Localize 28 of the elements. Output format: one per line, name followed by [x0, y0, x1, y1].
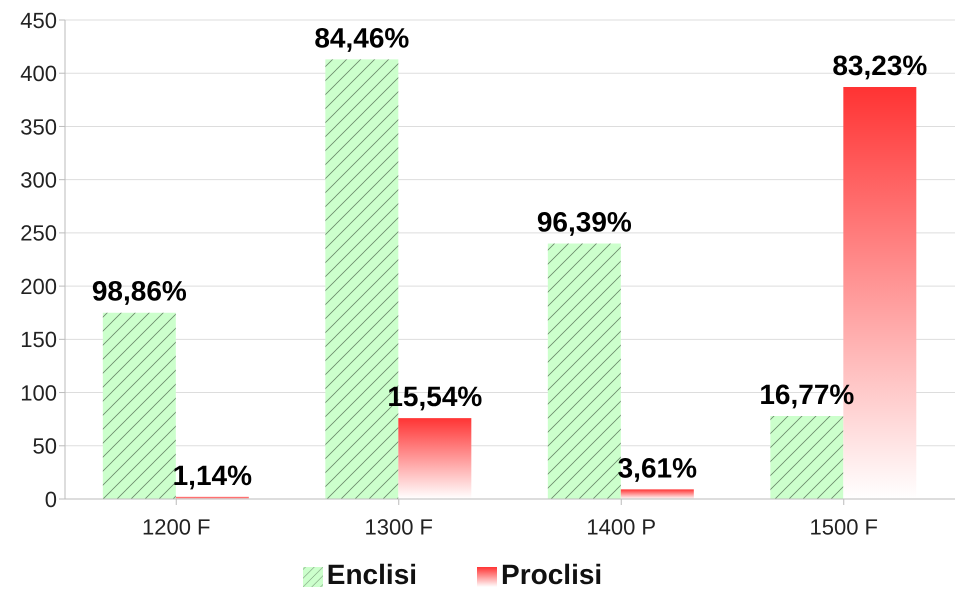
annotation: 83,23% [832, 50, 928, 82]
y-tick-label: 150 [20, 327, 57, 352]
y-tick-label: 0 [44, 486, 57, 512]
bar [398, 418, 472, 499]
legend-label: Proclisi [501, 559, 602, 590]
annotation: 15,54% [387, 381, 482, 412]
bar [770, 416, 844, 499]
x-tick-label: 1200 F [142, 514, 210, 540]
annotation: 84,46% [314, 22, 410, 54]
annotation: 16,77% [759, 378, 854, 410]
x-tick-label: 1500 F [810, 514, 878, 540]
legend-label: Enclisi [326, 559, 418, 590]
annotation: 96,39% [536, 206, 632, 238]
y-tick-label: 250 [20, 220, 57, 246]
annotation: 98,86% [92, 276, 187, 307]
y-tick-label: 350 [20, 114, 57, 140]
bar [620, 489, 694, 499]
y-tick-label: 100 [20, 380, 57, 406]
annotation: 1,14% [172, 460, 252, 491]
annotation: 3,61% [618, 452, 698, 484]
y-tick-label: 300 [20, 167, 57, 192]
y-tick-label: 450 [20, 8, 57, 33]
x-tick-label: 1300 F [364, 514, 433, 540]
x-tick-label: 1400 P [586, 514, 656, 540]
y-tick-label: 400 [20, 61, 57, 86]
bar [102, 312, 176, 499]
y-tick-label: 50 [32, 434, 57, 459]
y-tick-label: 200 [20, 274, 57, 299]
